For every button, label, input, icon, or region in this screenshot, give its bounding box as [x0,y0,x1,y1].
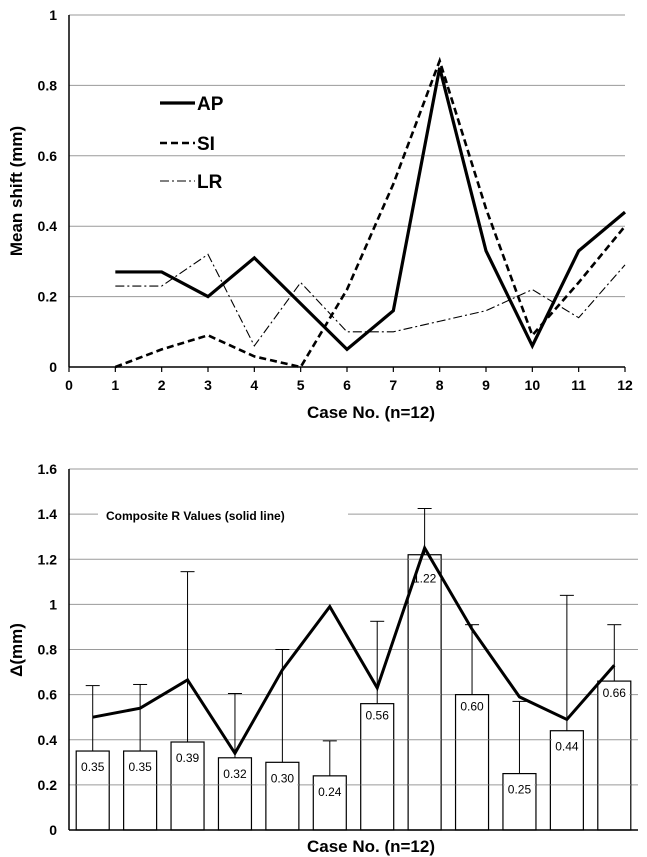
value-label-background [599,685,630,702]
top-y-tick-label: 0.2 [38,289,58,305]
bottom-y-tick-labels: 0 0.2 0.4 0.6 0.8 1 1.2 1.4 1.6 [38,461,58,838]
value-label-background [77,759,108,776]
bar [454,694,490,831]
top-y-axis-label: Mean shift (mm) [7,126,26,256]
top-y-tick-label: 1 [49,7,57,23]
top-series-lines [114,56,627,369]
bar-value-label: 0.35 [81,760,105,774]
bar [360,703,395,831]
bottom-y-tick-label: 0 [49,822,57,838]
composite-r-polyline [92,544,616,757]
bottom-x-axis-label: Case No. (n=12) [307,837,435,856]
annotation-background [98,505,348,525]
top-x-tick-label: 6 [343,377,351,393]
top-y-tick-label: 0.8 [38,77,58,93]
bottom-y-tick-label: 1.6 [38,461,58,477]
bar [407,554,442,831]
top-x-axis-label: Case No. (n=12) [307,403,435,422]
top-x-tick-label: 4 [250,377,258,393]
bottom-y-tick-label: 0.2 [38,777,58,793]
bottom-y-tick-label: 1 [49,596,57,612]
series-line-lr [115,253,626,347]
top-gridlines [69,14,625,298]
value-label-background [314,783,345,800]
top-x-tick-label: 10 [525,377,541,393]
delta-bar-chart: 0 0.2 0.4 0.6 0.8 1 1.2 1.4 1.6 0.35 0.35 0.39 0.32… [7,461,638,856]
bottom-y-tick-label: 0.6 [38,687,58,703]
top-legend: AP SI LR [160,94,224,193]
bottom-y-tick-label: 1.2 [38,551,58,567]
bottom-y-tick-label: 0.4 [38,732,58,748]
legend-label-ap: AP [197,94,224,115]
value-label-background [504,781,535,798]
series-line-ap [115,67,627,352]
top-x-tick-label: 7 [389,377,397,393]
bar-value-label: 1.22 [413,572,437,586]
top-x-tick-label: 9 [482,377,490,393]
value-label-background [219,765,250,782]
value-label-background [457,698,488,715]
bar-value-label: 0.44 [555,740,579,754]
top-x-tick-label: 3 [204,377,212,393]
value-label-background [172,750,203,767]
bar-value-label: 0.60 [460,700,484,714]
bottom-y-axis-label: Δ(mm) [7,623,26,677]
bar-value-label: 0.30 [271,771,295,785]
top-x-tick-label: 11 [571,377,586,393]
composite-r-line [92,544,616,757]
top-x-tick-label: 5 [297,377,305,393]
series-line-si [114,56,627,369]
bar-value-label: 0.56 [366,709,390,723]
top-x-tick-label: 2 [158,377,166,393]
bottom-error-bars [85,507,622,776]
bottom-value-labels: 0.35 0.35 0.39 0.32 0.30 0.24 0.56 1.22 0.60 0.25… [77,570,630,800]
bottom-y-tick-label: 0.8 [38,642,58,658]
bottom-bars [75,554,632,831]
bottom-y-tick-label: 1.4 [38,506,58,522]
value-label-background [362,707,393,724]
bar-value-label: 0.35 [128,760,152,774]
composite-r-annotation: Composite R Values (solid line) [106,509,285,523]
value-label-background [267,770,298,787]
top-y-tick-label: 0.4 [38,218,58,234]
bar-value-label: 0.24 [318,785,342,799]
value-label-background [125,759,156,776]
bar-value-label: 0.39 [176,751,200,765]
legend-label-lr: LR [197,172,223,193]
bar [597,680,632,831]
top-x-tick-label: 12 [617,377,633,393]
top-y-tick-label: 0.6 [38,148,58,164]
legend-label-si: SI [197,134,215,155]
top-x-tick-label: 8 [436,377,444,393]
bar-value-label: 0.32 [223,767,247,781]
top-x-tick-label: 1 [111,377,119,393]
value-label-background [551,738,582,755]
bar-value-label: 0.25 [508,783,532,797]
top-x-tick-label: 0 [65,377,73,393]
top-y-tick-labels: 0 0.2 0.4 0.6 0.8 1 [38,7,58,375]
top-x-tick-labels: 0 1 2 3 4 5 6 7 8 9 10 11 12 [65,367,633,393]
top-y-tick-label: 0 [49,359,57,375]
bar-value-label: 0.66 [603,686,627,700]
